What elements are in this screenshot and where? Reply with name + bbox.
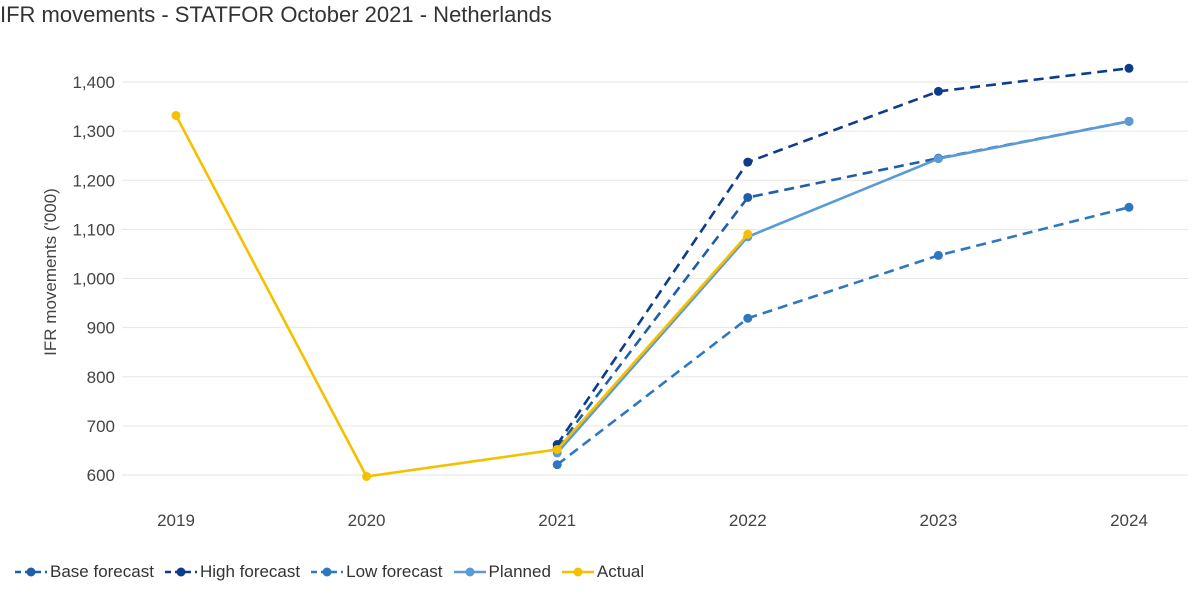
y-tick-label: 1,100: [72, 220, 115, 239]
y-tick-label: 1,400: [72, 73, 115, 92]
data-point: [933, 250, 943, 260]
x-axis-ticks: 2019 2020 2021 2022 2023 2024: [157, 511, 1148, 530]
legend-swatch: [164, 567, 197, 577]
chart-title: IFR movements - STATFOR October 2021 - N…: [0, 2, 552, 27]
series-line: [556, 120, 1130, 449]
series-line: [556, 120, 1130, 454]
legend-label: Base forecast: [50, 562, 154, 581]
legend-swatch: [561, 567, 594, 577]
legend-label: High forecast: [199, 562, 301, 581]
data-point: [743, 157, 753, 167]
x-tick-label: 2021: [538, 511, 576, 530]
data-point: [743, 229, 753, 239]
data-point: [1124, 202, 1134, 212]
x-tick-label: 2023: [919, 511, 957, 530]
data-point: [743, 192, 753, 202]
legend-label: Low forecast: [346, 562, 443, 581]
y-tick-label: 1,300: [72, 122, 115, 141]
legend-label: Actual: [596, 562, 645, 581]
series-high-forecast: [552, 63, 1134, 450]
y-tick-label: 600: [87, 466, 115, 485]
y-tick-label: 900: [87, 319, 115, 338]
series-low-forecast: [552, 202, 1134, 470]
legend-item: Actual: [561, 562, 644, 582]
y-tick-label: 1,000: [72, 270, 115, 289]
legend-label: Planned: [488, 562, 551, 581]
y-axis-ticks: 600 700 800 900 1,000 1,100 1,200 1,300 1,400: [72, 73, 115, 485]
series-lines: [171, 63, 1134, 481]
x-tick-label: 2020: [348, 511, 386, 530]
legend-swatch: [453, 567, 486, 577]
data-point: [552, 444, 562, 454]
x-tick-label: 2022: [729, 511, 767, 530]
x-tick-label: 2024: [1110, 511, 1148, 530]
gridlines: [122, 81, 1188, 476]
legend-item: Base forecast: [14, 562, 154, 582]
data-point: [1124, 116, 1134, 126]
y-tick-label: 700: [87, 417, 115, 436]
series-line: [556, 66, 1130, 446]
legend-item: High forecast: [164, 562, 300, 582]
series-line: [174, 114, 749, 478]
data-point: [171, 110, 181, 120]
y-tick-label: 1,200: [72, 171, 115, 190]
series-line: [556, 206, 1130, 466]
legend-item: Low forecast: [310, 562, 443, 582]
data-point: [933, 154, 943, 164]
data-point: [1124, 63, 1134, 73]
x-tick-label: 2019: [157, 511, 195, 530]
legend-swatch: [15, 567, 47, 577]
data-point: [362, 471, 372, 481]
data-point: [552, 460, 562, 470]
y-tick-label: 800: [87, 368, 115, 387]
data-point: [933, 86, 943, 96]
legend: Base forecast High forecast Low forecast Pl…: [14, 560, 654, 584]
y-axis-title: IFR movements ('000): [41, 188, 60, 356]
legend-swatch: [311, 567, 344, 577]
data-point: [743, 313, 753, 323]
legend-item: Planned: [453, 562, 551, 582]
series-actual: [171, 110, 753, 481]
